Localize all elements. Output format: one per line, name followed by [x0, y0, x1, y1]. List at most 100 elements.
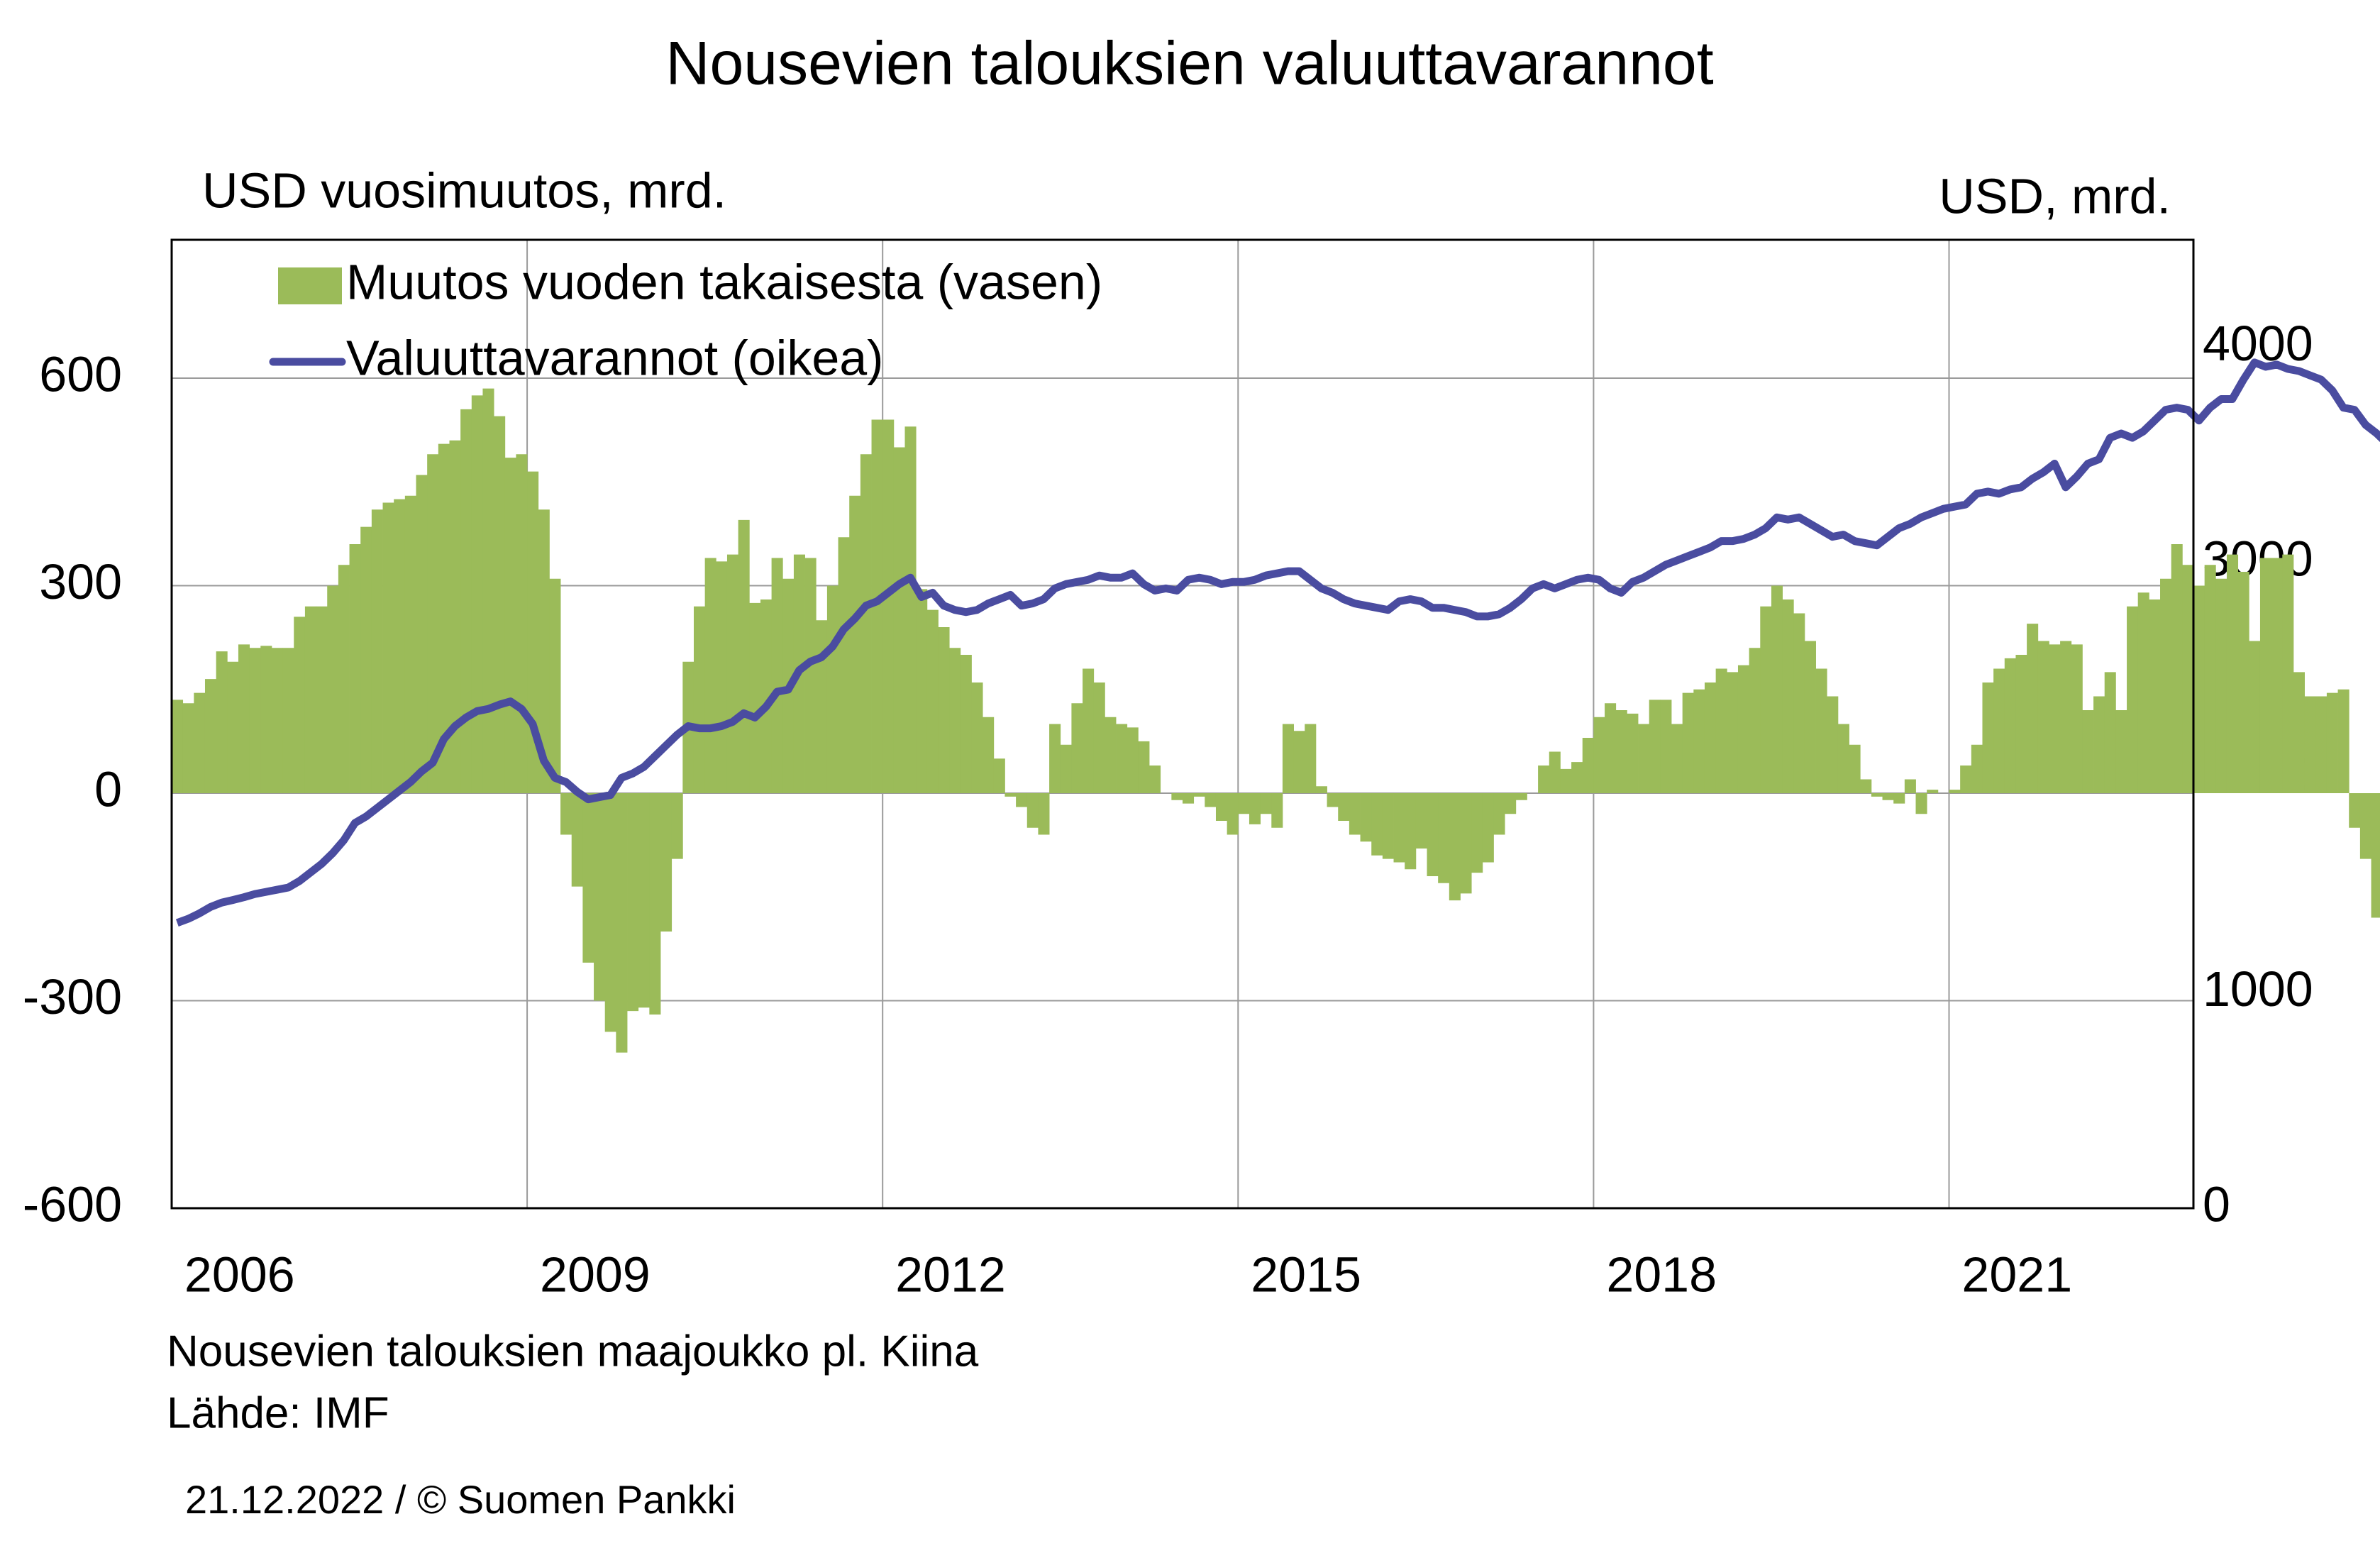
bar — [482, 388, 494, 793]
bar — [1949, 790, 1961, 793]
bar — [1260, 793, 1272, 814]
bar — [1293, 731, 1305, 793]
bar — [2015, 655, 2027, 793]
bar — [1560, 768, 1572, 793]
bar — [1915, 793, 1927, 814]
line — [175, 358, 2380, 927]
bar — [1749, 648, 1761, 793]
bar — [704, 558, 716, 793]
bar — [1138, 741, 1150, 793]
bar — [1582, 738, 1594, 793]
bar — [571, 793, 583, 887]
bar — [938, 627, 950, 793]
bar — [460, 409, 472, 793]
bar — [1371, 793, 1383, 856]
y2-tick-label: 0 — [2203, 1176, 2230, 1232]
bar — [2027, 624, 2039, 793]
bar — [1815, 668, 1827, 793]
bar — [1849, 744, 1861, 793]
legend-swatch — [278, 267, 342, 304]
note: Lähde: IMF — [167, 1388, 389, 1437]
bar — [1338, 793, 1350, 821]
note: Nousevien talouksien maajoukko pl. Kiina — [167, 1327, 979, 1376]
bar — [194, 692, 206, 793]
y-tick-label: 300 — [39, 554, 122, 609]
bar — [1649, 700, 1661, 793]
bar — [971, 682, 983, 793]
bar — [738, 519, 750, 793]
bar — [316, 606, 328, 793]
bar — [1449, 793, 1461, 901]
bar — [2349, 793, 2361, 828]
bar — [1249, 793, 1261, 824]
y-axis-label: USD vuosimuutos, mrd. — [202, 162, 726, 218]
bar — [371, 509, 383, 793]
bar — [172, 700, 184, 793]
bar — [1893, 793, 1905, 804]
bar — [1049, 724, 1061, 793]
bar — [1016, 793, 1028, 807]
bar — [182, 703, 194, 793]
bar — [893, 447, 905, 793]
bar — [649, 793, 661, 1015]
bar — [1026, 793, 1039, 828]
bar — [1305, 724, 1317, 793]
bar — [1038, 793, 1050, 835]
bar — [671, 793, 683, 859]
bar — [1282, 724, 1294, 793]
bar — [826, 585, 838, 793]
bar — [1238, 793, 1250, 814]
bar — [1727, 672, 1739, 793]
bar — [2115, 710, 2127, 793]
bar — [1471, 793, 1483, 873]
y2-axis-label: USD, mrd. — [1939, 168, 2171, 223]
bar — [627, 793, 639, 1012]
bar — [1660, 700, 1672, 793]
bar — [349, 544, 361, 793]
bar — [2304, 696, 2316, 793]
bar — [1960, 766, 1972, 793]
bar — [394, 499, 406, 793]
bar — [693, 606, 706, 793]
bar — [2171, 544, 2183, 793]
bar — [1105, 717, 1117, 793]
bar — [638, 793, 650, 1008]
bar — [282, 648, 294, 793]
bar — [216, 651, 228, 793]
bar — [204, 679, 217, 793]
bar — [716, 561, 728, 793]
y-tick-label: -600 — [23, 1176, 122, 1232]
bar — [860, 454, 872, 793]
bar — [304, 606, 316, 793]
x-tick-label: 2021 — [1961, 1247, 2072, 1302]
bar — [1515, 793, 1527, 800]
bar — [560, 793, 572, 835]
bar — [604, 793, 616, 1032]
bar — [2071, 644, 2083, 793]
bar — [960, 655, 972, 793]
bar — [1482, 793, 1494, 863]
bar — [1827, 696, 1839, 793]
bar — [871, 419, 883, 793]
bar — [2293, 672, 2305, 793]
bar — [1693, 689, 1705, 793]
bar — [1116, 724, 1128, 793]
bar — [1505, 793, 1517, 814]
bar — [471, 395, 483, 793]
bar — [2037, 641, 2049, 793]
bar — [1193, 793, 1205, 797]
bar — [1538, 766, 1550, 793]
bar — [2359, 793, 2371, 859]
bar — [1704, 682, 1717, 793]
bar — [1127, 727, 1139, 793]
bar — [1149, 766, 1161, 793]
bar — [1183, 793, 1195, 804]
y-tick-label: 0 — [94, 761, 122, 817]
chart-title: Nousevien talouksien valuuttavarannot — [665, 30, 1713, 98]
bar — [449, 440, 461, 793]
bar — [1093, 682, 1105, 793]
bar — [360, 526, 372, 793]
bar — [404, 495, 416, 793]
bar — [1083, 668, 1095, 793]
bar — [804, 558, 817, 793]
